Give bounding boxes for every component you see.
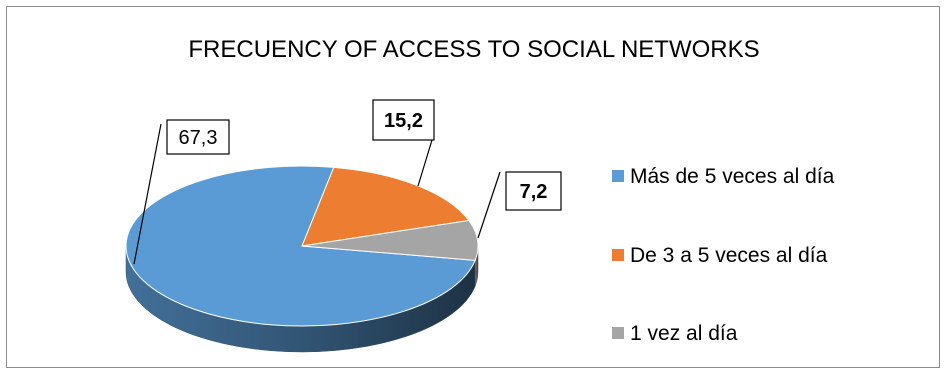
legend-label-1: Más de 5 veces al día	[630, 165, 834, 188]
leader-line-3	[478, 172, 500, 238]
legend-label-2: De 3 a 5 veces al día	[630, 244, 827, 267]
data-label-3: 7,2	[520, 181, 548, 203]
legend-swatch-2	[612, 249, 624, 261]
data-label-2: 15,2	[384, 110, 423, 132]
legend-item-2: De 3 a 5 veces al día	[612, 244, 827, 268]
legend-label-3: 1 vez al día	[630, 322, 737, 345]
legend-swatch-1	[612, 170, 624, 182]
data-label-1: 67,3	[179, 127, 218, 149]
legend-item-1: Más de 5 veces al día	[612, 165, 834, 189]
leader-line-2	[418, 140, 432, 186]
legend-item-3: 1 vez al día	[612, 322, 737, 346]
legend-swatch-3	[612, 327, 624, 339]
